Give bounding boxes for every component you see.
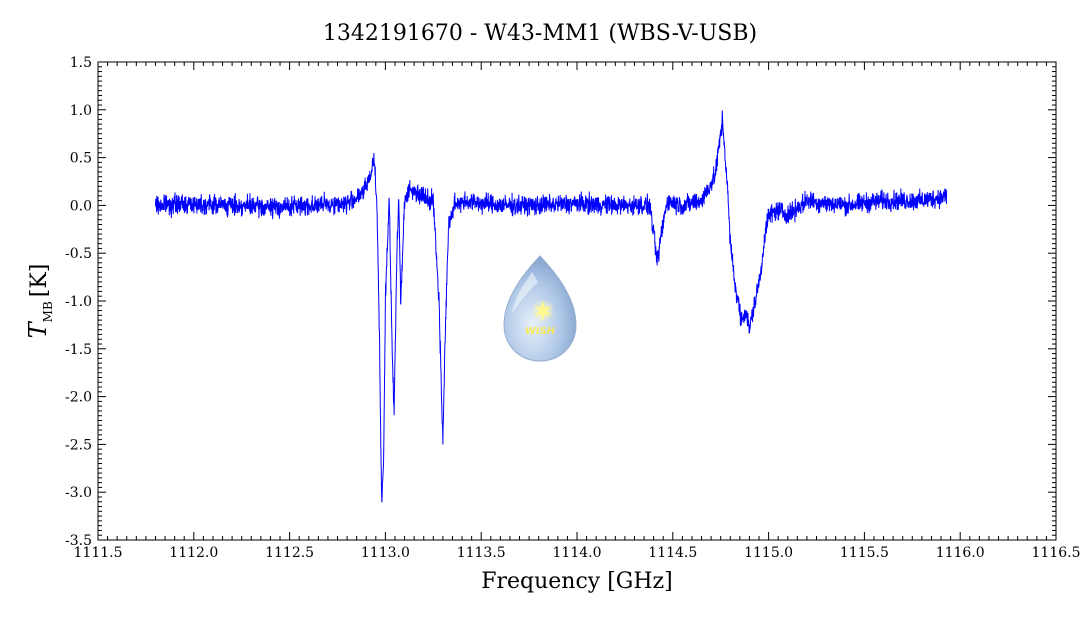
x-tick-labels: 1111.5 1112.0 1112.5 1113.0 1113.5 1114.0 1114… <box>74 545 1080 561</box>
y-axis-label: TMB [K] <box>24 264 55 339</box>
y-tick-label: 1.5 <box>70 55 92 71</box>
x-tick-label: 1113.5 <box>457 545 506 561</box>
y-axis-label-symbol: T <box>24 320 52 338</box>
drop-highlight <box>512 272 538 314</box>
wish-logo-text: WISH <box>525 326 556 337</box>
y-tick-label: -1.0 <box>65 294 92 310</box>
x-tick-label: 1116.0 <box>936 545 985 561</box>
chart-title: 1342191670 - W43-MM1 (WBS-V-USB) <box>323 21 757 46</box>
y-tick-label: -0.5 <box>65 246 92 262</box>
x-tick-label: 1113.0 <box>361 545 410 561</box>
y-tick-label: -1.5 <box>65 342 92 358</box>
axis-ticks <box>97 61 1057 541</box>
y-tick-label: -2.0 <box>65 390 92 406</box>
y-tick-labels: 1.5 1.0 0.5 0.0 -0.5 -1.0 -1.5 -2.0 -2.5 -3.0 -3.5 <box>65 55 92 549</box>
x-tick-label: 1112.5 <box>265 545 314 561</box>
y-tick-label: 0.0 <box>70 198 92 214</box>
x-tick-label: 1114.0 <box>553 545 602 561</box>
y-tick-label: -3.5 <box>65 533 92 549</box>
x-axis-label: Frequency [GHz] <box>481 569 673 594</box>
y-tick-label: -2.5 <box>65 437 92 453</box>
y-tick-label: 1.0 <box>70 103 92 119</box>
y-tick-label: 0.5 <box>70 151 92 167</box>
x-tick-label: 1114.5 <box>648 545 697 561</box>
x-tick-label: 1112.0 <box>169 545 218 561</box>
wish-logo: WISH <box>503 255 577 362</box>
plot-frame <box>97 61 1057 541</box>
series-line <box>154 110 948 503</box>
y-tick-label: -3.0 <box>65 485 92 501</box>
x-tick-label: 1116.5 <box>1032 545 1080 561</box>
x-tick-label: 1111.5 <box>74 545 123 561</box>
star-icon <box>534 301 552 321</box>
x-tick-label: 1115.5 <box>840 545 889 561</box>
x-tick-label: 1115.0 <box>744 545 793 561</box>
y-axis-label-unit: [K] <box>27 264 52 298</box>
y-axis-label-subscript: MB <box>41 301 55 322</box>
svg-text:TMB[K]: TMB [K] <box>24 264 55 339</box>
